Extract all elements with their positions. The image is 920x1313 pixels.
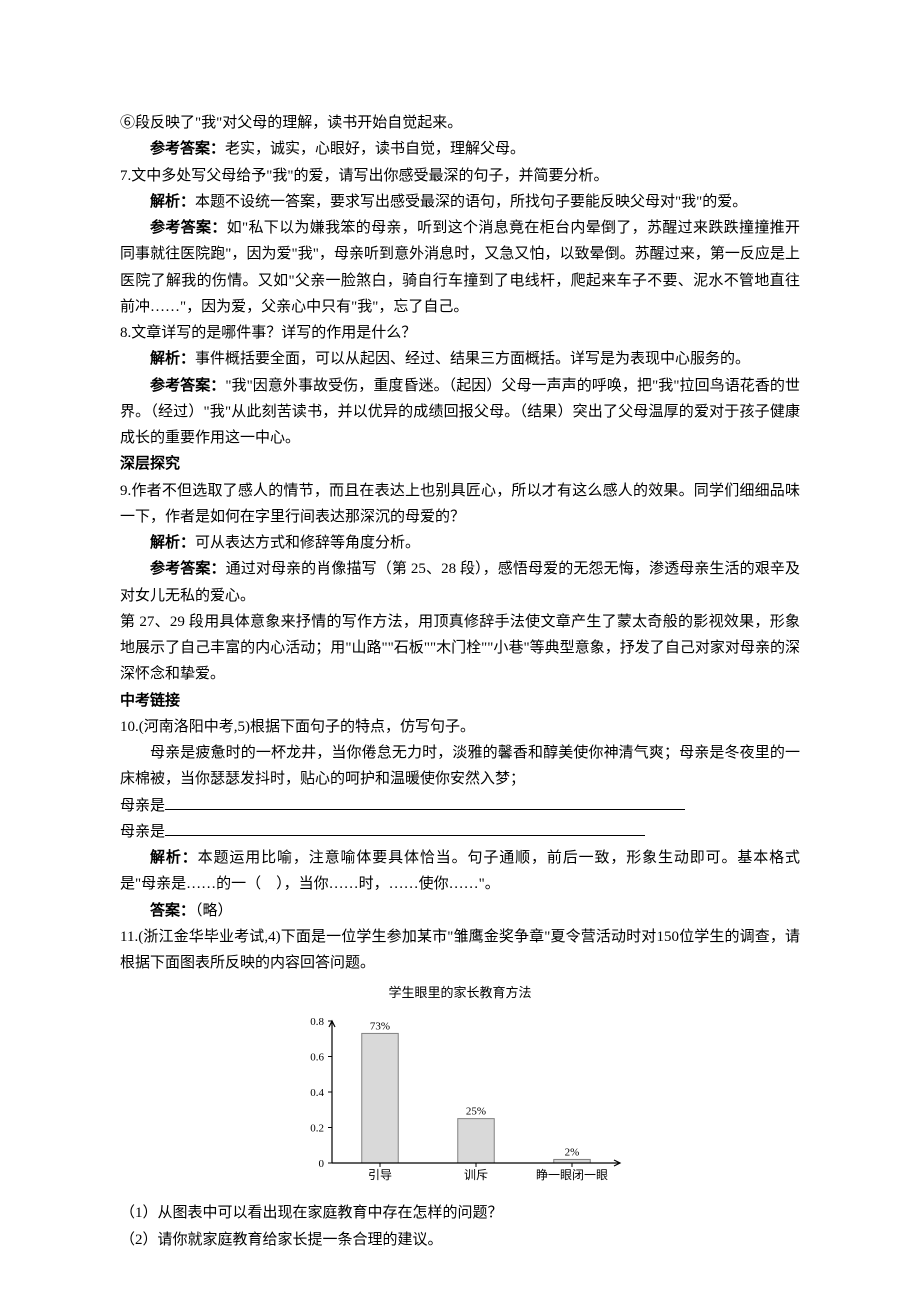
q11-2: （2）请你就家庭教育给家长提一条合理的建议。: [120, 1227, 800, 1253]
chart-container: 学生眼里的家长教育方法 0 0.2 0.4 0.6 0.8 73% 引导 25% 训斥 2% 睁一眼…: [290, 982, 630, 1196]
label: 解析：: [150, 194, 195, 210]
q10-final: 答案：（略）: [120, 898, 800, 924]
blank-underline: [165, 820, 645, 836]
text: 事件概括要全面，可以从起因、经过、结果三方面概括。详写是为表现中心服务的。: [195, 351, 750, 367]
q7-answer: 参考答案：如"私下以为嫌我笨的母亲，听到这个消息竟在柜台内晕倒了，苏醒过来跌跌撞…: [120, 215, 800, 320]
bar-chart: 0 0.2 0.4 0.6 0.8 73% 引导 25% 训斥 2% 睁一眼闭一眼: [290, 1007, 630, 1187]
label: 解析：: [150, 351, 195, 367]
label: 答案：: [150, 903, 195, 919]
svg-text:睁一眼闭一眼: 睁一眼闭一眼: [536, 1168, 608, 1182]
deep-section-head: 深层探究: [120, 451, 800, 477]
svg-text:训斥: 训斥: [464, 1168, 488, 1182]
label: 参考答案：: [150, 561, 226, 577]
label: 参考答案：: [150, 378, 225, 394]
q7: 7.文中多处写父母给予"我"的爱，请写出你感受最深的句子，并简要分析。: [120, 163, 800, 189]
q10-analysis: 解析：本题运用比喻，注意喻体要具体恰当。句子通顺，前后一致，形象生动即可。基本格…: [120, 845, 800, 898]
q9-analysis: 解析：可从表达方式和修辞等角度分析。: [120, 530, 800, 556]
svg-text:0: 0: [319, 1158, 325, 1170]
q8-analysis: 解析：事件概括要全面，可以从起因、经过、结果三方面概括。详写是为表现中心服务的。: [120, 346, 800, 372]
q8-answer: 参考答案："我"因意外事故受伤，重度昏迷。（起因）父母一声声的呼唤，把"我"拉回…: [120, 373, 800, 452]
text: （略）: [195, 903, 233, 919]
label: 参考答案：: [150, 220, 227, 236]
q11: 11.(浙江金华毕业考试,4)下面是一位学生参加某市"雏鹰金奖争章"夏令营活动时…: [120, 924, 800, 977]
text: 本题运用比喻，注意喻体要具体恰当。句子通顺，前后一致，形象生动即可。基本格式是"…: [120, 850, 800, 892]
text: 本题不设统一答案，要求写出感受最深的语句，所找句子要能反映父母对"我"的爱。: [195, 194, 747, 210]
text: 老实，诚实，心眼好，读书自觉，理解父母。: [225, 141, 525, 157]
svg-text:73%: 73%: [370, 1020, 390, 1032]
svg-text:0.2: 0.2: [310, 1123, 324, 1135]
label: 参考答案：: [150, 141, 225, 157]
q9-answer-2: 第 27、29 段用具体意象来抒情的写作方法，用顶真修辞手法使文章产生了蒙太奇般…: [120, 609, 800, 688]
svg-text:2%: 2%: [565, 1146, 580, 1158]
q8: 8.文章详写的是哪件事？详写的作用是什么？: [120, 320, 800, 346]
q11-1: （1）从图表中可以看出现在家庭教育中存在怎样的问题？: [120, 1200, 800, 1226]
blank-2: 母亲是: [120, 819, 800, 845]
q9: 9.作者不但选取了感人的情节，而且在表达上也别具匠心，所以才有这么感人的效果。同…: [120, 478, 800, 531]
blank-prefix: 母亲是: [120, 824, 165, 840]
q10-body: 母亲是疲惫时的一杯龙井，当你倦怠无力时，淡雅的馨香和醇美使你神清气爽；母亲是冬夜…: [120, 740, 800, 793]
svg-text:25%: 25%: [466, 1106, 486, 1118]
blank-prefix: 母亲是: [120, 798, 165, 814]
para-6: ⑥段反映了"我"对父母的理解，读书开始自觉起来。: [120, 110, 800, 136]
svg-text:0.4: 0.4: [310, 1087, 324, 1099]
svg-text:0.8: 0.8: [310, 1016, 324, 1028]
label: 解析：: [150, 850, 198, 866]
svg-text:0.6: 0.6: [310, 1052, 324, 1064]
label: 解析：: [150, 535, 195, 551]
q7-analysis: 解析：本题不设统一答案，要求写出感受最深的语句，所找句子要能反映父母对"我"的爱…: [120, 189, 800, 215]
q10: 10.(河南洛阳中考,5)根据下面句子的特点，仿写句子。: [120, 714, 800, 740]
ref-answer-6: 参考答案：老实，诚实，心眼好，读书自觉，理解父母。: [120, 136, 800, 162]
chart-title: 学生眼里的家长教育方法: [290, 982, 630, 1005]
blank-underline: [165, 794, 685, 810]
q9-answer: 参考答案：通过对母亲的肖像描写（第 25、28 段），感悟母爱的无怨无悔，渗透母…: [120, 556, 800, 609]
svg-text:引导: 引导: [368, 1168, 392, 1182]
text: 可从表达方式和修辞等角度分析。: [195, 535, 420, 551]
blank-1: 母亲是: [120, 793, 800, 819]
zk-section-head: 中考链接: [120, 688, 800, 714]
